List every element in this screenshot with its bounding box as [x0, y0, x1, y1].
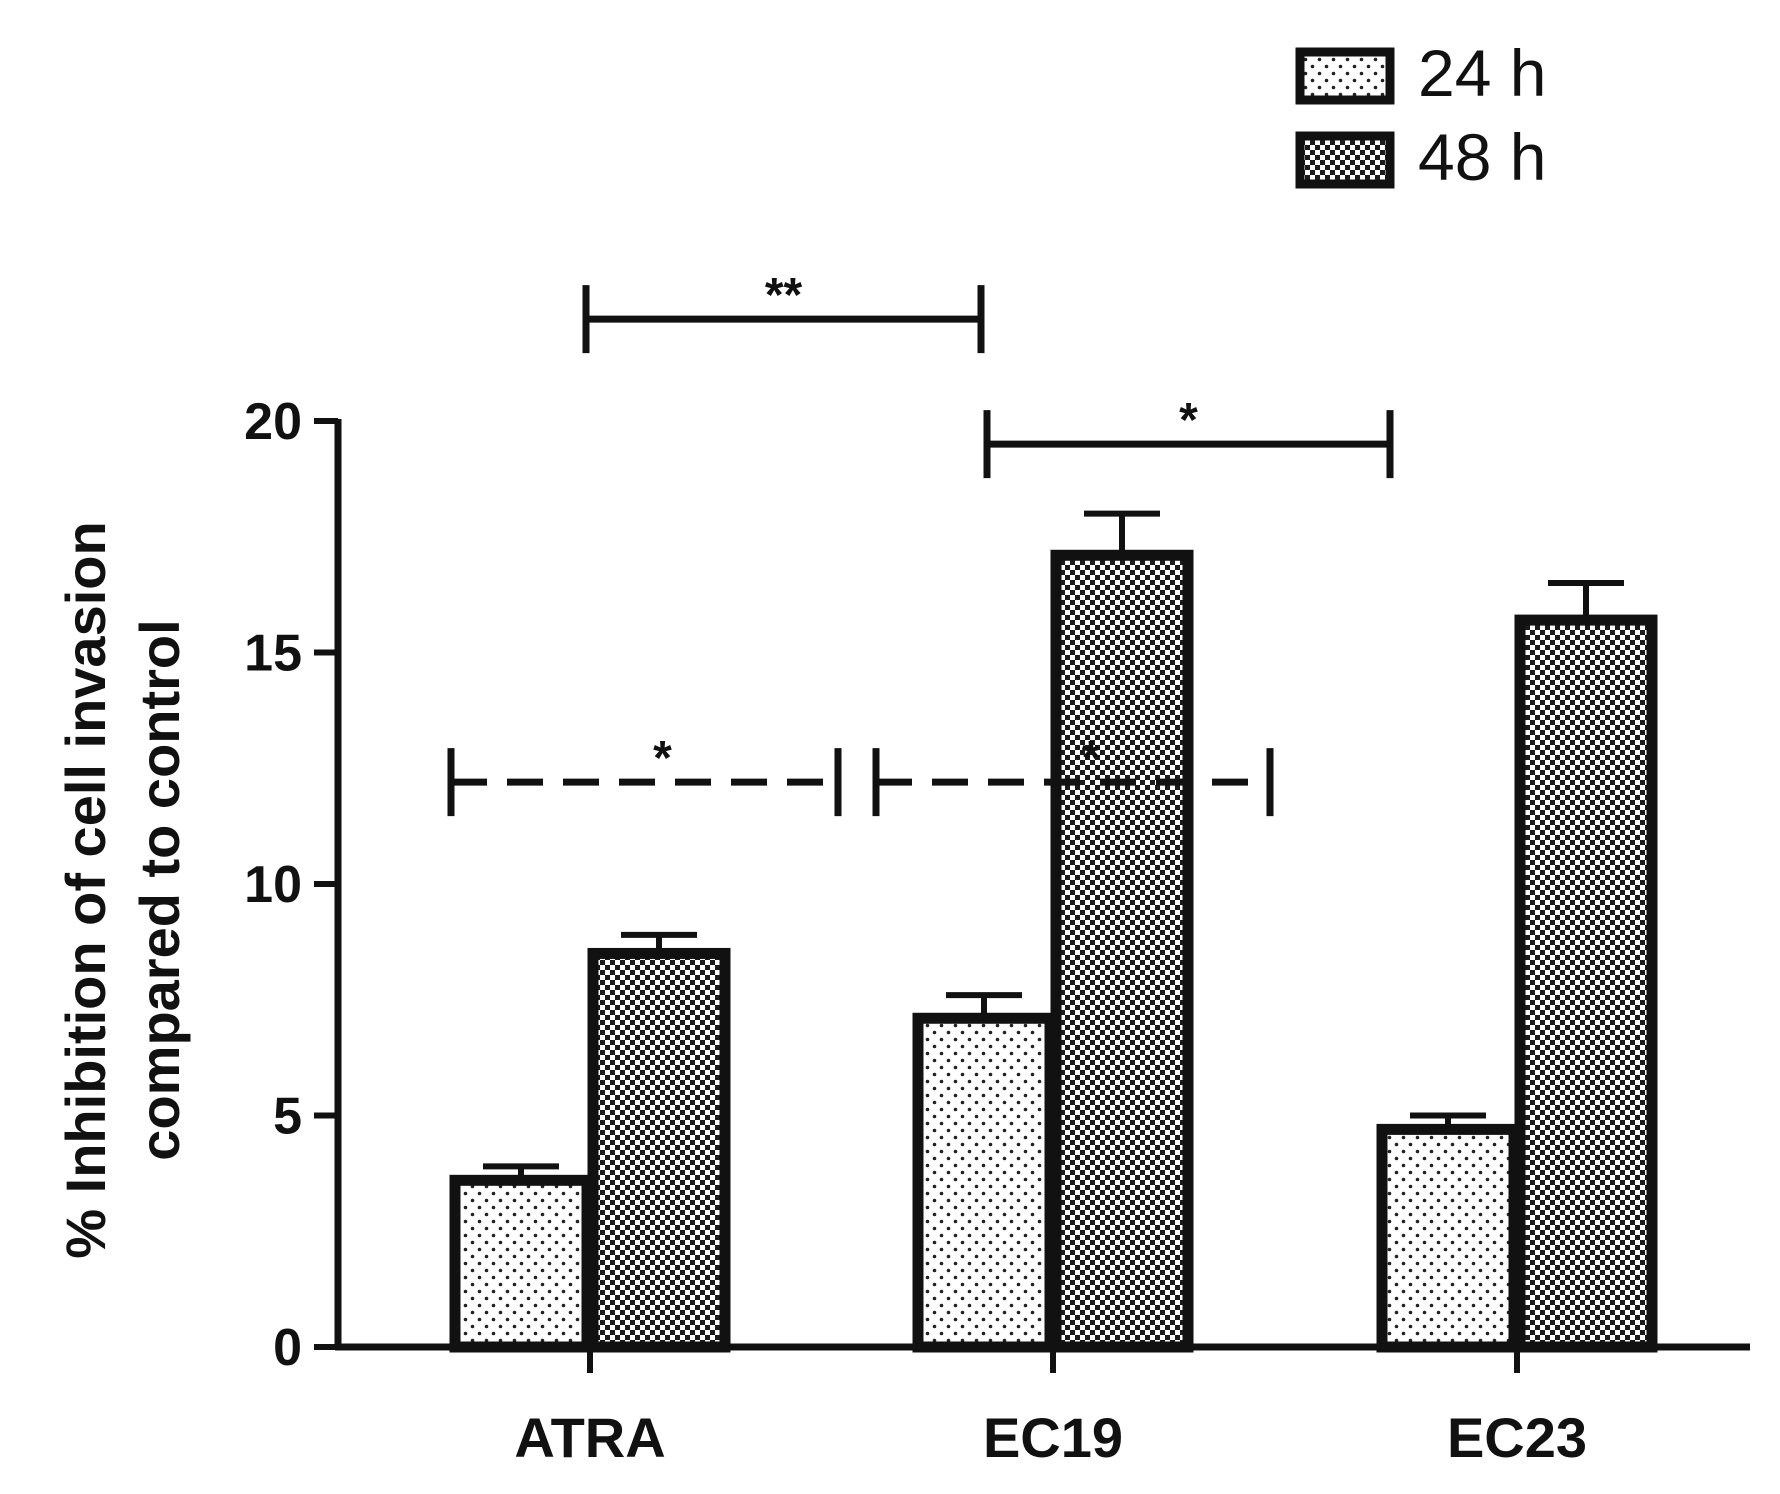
x-tick-label-ec23: EC23: [1447, 1406, 1587, 1469]
y-tick-label: 5: [273, 1088, 302, 1146]
y-tick-label: 10: [244, 856, 302, 914]
x-tick-label-ec19: EC19: [983, 1406, 1123, 1469]
y-axis-label-line-1: % Inhibition of cell invasion: [54, 521, 117, 1258]
bar-rect: [587, 947, 731, 1353]
y-axis-label: % Inhibition of cell invasion compared to…: [54, 521, 191, 1258]
bar-ec19-48-h: [1050, 510, 1194, 1353]
labels-layer: ATRA EC19 EC23 % Inhibition of cell invasio…: [54, 521, 1587, 1469]
legend-label: 24 h: [1418, 36, 1546, 110]
bar-rect: [912, 1012, 1056, 1353]
legend: 24 h 48 h: [1295, 36, 1546, 194]
significance-label: **: [765, 269, 803, 322]
legend-swatch: [1295, 131, 1395, 189]
bar-ec23-48-h: [1514, 580, 1658, 1353]
bar-rect: [1050, 549, 1194, 1353]
legend-swatch: [1295, 47, 1395, 105]
bars-layer: [449, 510, 1658, 1353]
legend-item-48-h: 48 h: [1295, 120, 1546, 194]
y-tick-label: 0: [273, 1319, 302, 1377]
significance-bracket-3: *: [447, 732, 842, 817]
y-tick-label: 15: [244, 625, 302, 683]
bar-ec19-24-h: [912, 992, 1056, 1353]
bar-rect: [1514, 614, 1658, 1353]
annotations-layer: **** *: [447, 269, 1394, 817]
significance-label: *: [653, 732, 672, 785]
significance-bracket-4: *: [872, 732, 1274, 817]
significance-bracket-2: *: [983, 394, 1394, 479]
legend-item-24-h: 24 h: [1295, 36, 1546, 110]
bar-atra-24-h: [449, 1163, 593, 1353]
x-tick-label-atra: ATRA: [514, 1406, 665, 1469]
bar-rect: [449, 1174, 593, 1353]
significance-label: *: [1082, 732, 1101, 785]
bar-atra-48-h: [587, 931, 731, 1353]
significance-bracket-1: **: [582, 269, 985, 354]
bar-rect: [1376, 1123, 1520, 1353]
y-tick-label: 20: [244, 393, 302, 451]
legend-label: 48 h: [1418, 120, 1546, 194]
significance-label: *: [1179, 394, 1198, 447]
bar-ec23-24-h: [1376, 1112, 1520, 1353]
y-axis-label-line-2: compared to control: [128, 619, 191, 1160]
